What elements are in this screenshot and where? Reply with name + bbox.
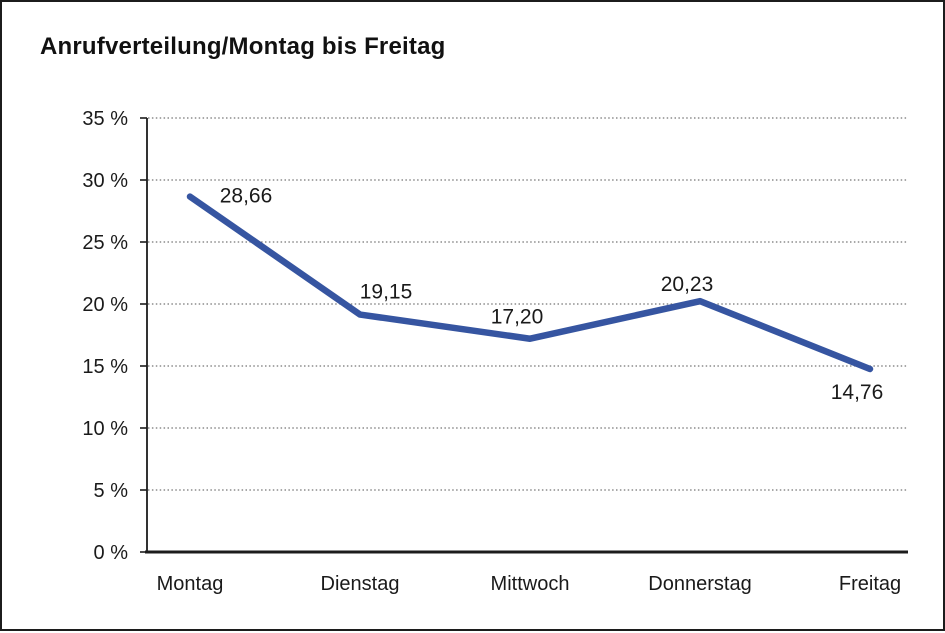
y-axis-label: 10 % (82, 418, 128, 440)
y-axis-label: 0 % (94, 542, 129, 564)
x-axis-label: Montag (157, 573, 224, 595)
chart-title: Anrufverteilung/Montag bis Freitag (40, 33, 446, 60)
y-axis-label: 30 % (82, 170, 128, 192)
data-series-line (186, 193, 874, 373)
y-axis-label: 5 % (94, 480, 129, 502)
y-axis-label: 20 % (82, 294, 128, 316)
data-point-label: 17,20 (491, 306, 544, 329)
x-axis-label: Donnerstag (648, 573, 751, 595)
y-axis-label: 15 % (82, 356, 128, 378)
x-axis-label: Freitag (839, 573, 901, 595)
x-axis-label: Mittwoch (491, 573, 570, 595)
data-point-label: 28,66 (220, 185, 273, 208)
y-axis-label: 35 % (82, 108, 128, 130)
data-point-label: 19,15 (360, 281, 413, 304)
data-point-label: 14,76 (831, 381, 884, 404)
data-point-label: 20,23 (661, 273, 714, 296)
x-axis-label: Dienstag (321, 573, 400, 595)
y-axis-label: 25 % (82, 232, 128, 254)
